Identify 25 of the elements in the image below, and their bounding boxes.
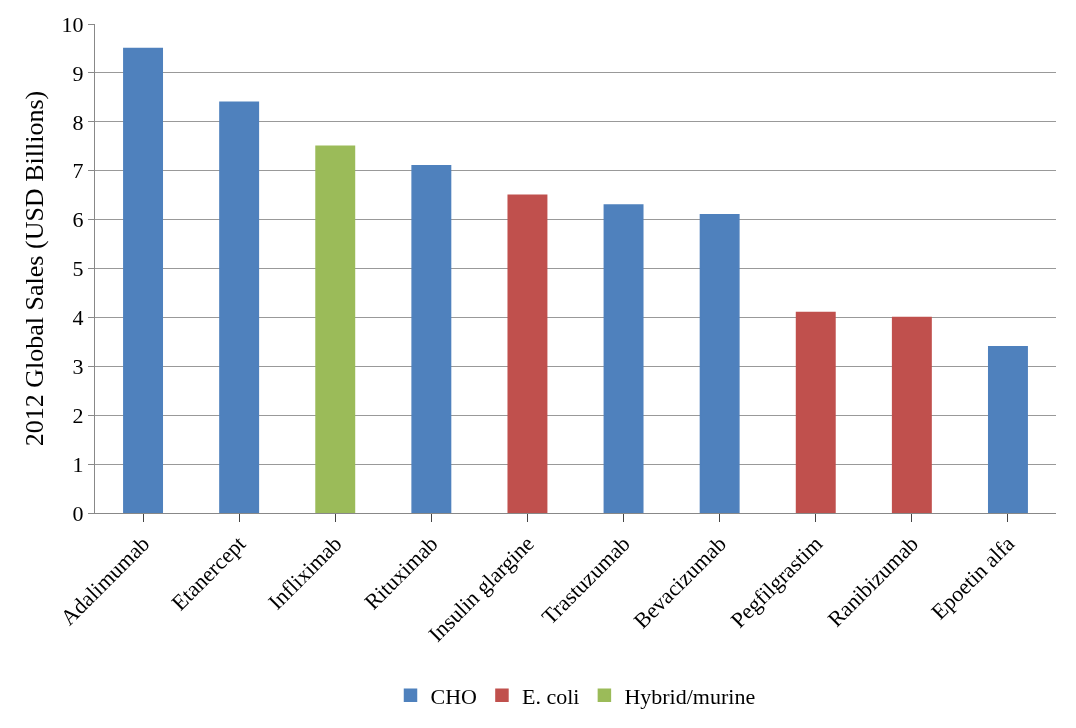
y-tick-label: 0 bbox=[72, 500, 84, 526]
y-tick-label: 2 bbox=[72, 402, 84, 428]
bar bbox=[219, 101, 260, 513]
bar bbox=[507, 194, 548, 513]
y-axis-title: 2012 Global Sales (USD Billions) bbox=[20, 90, 49, 447]
y-tick-label: 8 bbox=[72, 109, 84, 135]
y-tick-label: 3 bbox=[72, 354, 84, 379]
legend-label: Hybrid/murine bbox=[624, 683, 756, 709]
legend-label: E. coli bbox=[521, 683, 580, 709]
bar bbox=[411, 165, 452, 513]
bar bbox=[123, 47, 164, 513]
y-tick-label: 4 bbox=[72, 305, 84, 331]
bar bbox=[891, 316, 932, 513]
legend-label: CHO bbox=[430, 683, 477, 709]
y-tick-label: 7 bbox=[72, 158, 84, 184]
bar bbox=[603, 204, 644, 513]
y-tick-label: 6 bbox=[72, 207, 84, 233]
y-tick-label: 5 bbox=[72, 256, 84, 282]
y-tick-label: 1 bbox=[72, 451, 84, 477]
bar bbox=[795, 311, 836, 513]
bar bbox=[987, 345, 1028, 513]
bar bbox=[315, 145, 356, 513]
y-tick-label: 9 bbox=[72, 60, 84, 86]
bar bbox=[699, 213, 740, 513]
y-tick-label: 10 bbox=[61, 11, 84, 37]
